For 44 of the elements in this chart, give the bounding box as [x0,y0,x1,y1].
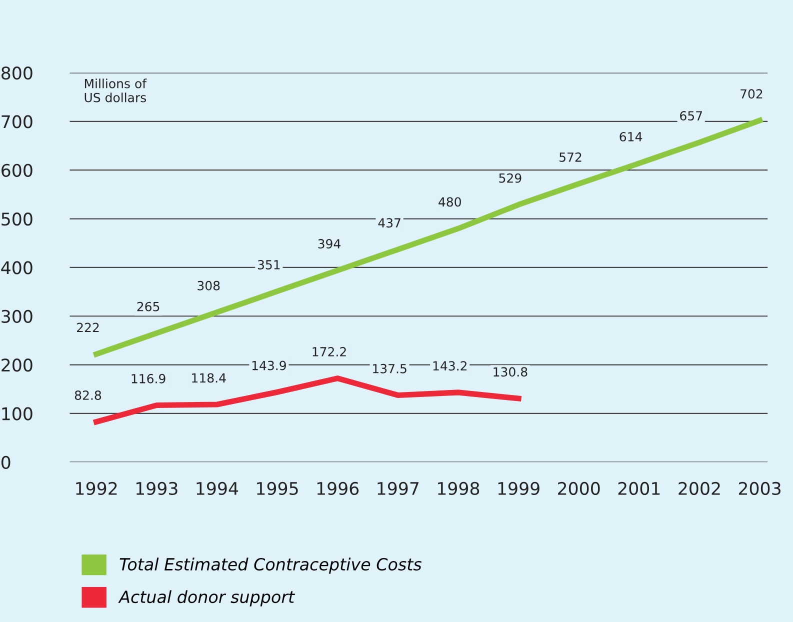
y-tick-label: 100 [2,407,32,420]
x-tick-label: 1992 [76,482,117,496]
x-tick-label: 2002 [678,482,720,496]
x-tick-label: 1998 [438,482,480,496]
data-label: 116.9 [132,374,166,384]
data-label: 437 [378,218,400,228]
y-tick-label: 800 [2,66,32,80]
x-tick-label: 2003 [738,482,780,496]
y-tick-label: 400 [1,261,32,274]
data-label: 572 [560,152,582,162]
data-label: 351 [258,260,280,270]
x-tick-label: 1997 [378,482,419,496]
data-label: 118.4 [192,373,226,383]
y-tick-label: 300 [2,310,32,323]
x-tick-label: 1995 [257,482,298,496]
data-label: 657 [680,111,702,121]
data-label: 137.5 [373,364,406,374]
data-label: 308 [198,280,220,290]
data-label: 82.8 [74,390,102,400]
x-tick-label: 1994 [196,482,238,496]
data-label: 394 [318,239,340,249]
y-tick-label: 200 [2,358,32,372]
y-tick-label: 600 [2,164,32,177]
x-tick-label: 2000 [558,482,600,496]
data-label: 529 [499,173,522,183]
data-label: 172.2 [312,347,346,356]
x-tick-label: 1993 [136,482,178,496]
x-tick-label: 1999 [498,482,540,496]
x-tick-label: 2001 [618,482,660,496]
data-label: 265 [137,302,160,312]
y-tick-label: 0 [1,456,10,469]
legend-label: Actual donor support [118,590,296,606]
y-axis-title: Millions of US dollars [84,78,147,102]
data-label: 702 [740,89,762,99]
data-label: 614 [620,132,642,142]
y-tick-label: 500 [2,212,32,226]
data-label: 143.9 [252,360,286,370]
legend-label: Total Estimated Contraceptive Costs [120,558,422,574]
y-tick-label: 700 [2,115,32,128]
data-label: 480 [438,197,461,207]
x-tick-label: 1996 [317,482,359,496]
data-label: 143.2 [433,361,467,371]
data-label: 222 [76,322,99,332]
data-label: 130.8 [494,367,528,377]
